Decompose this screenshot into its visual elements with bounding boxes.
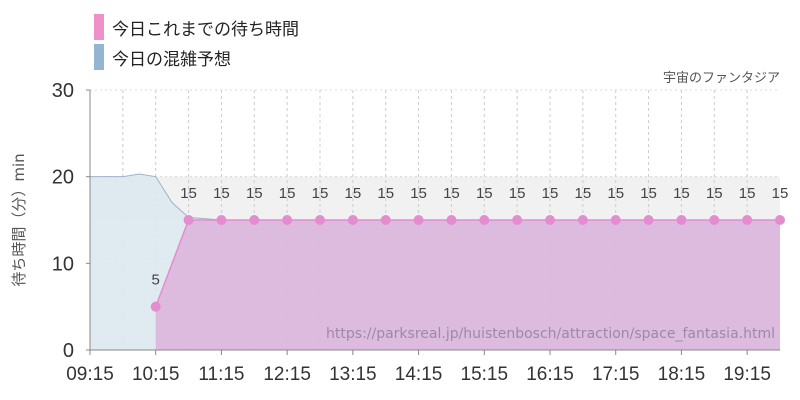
data-point xyxy=(347,215,358,225)
legend-swatch-actual xyxy=(94,14,104,40)
data-label: 15 xyxy=(640,185,657,202)
data-label: 15 xyxy=(443,185,460,202)
data-label: 15 xyxy=(706,185,723,202)
reference-band xyxy=(90,176,780,220)
data-label: 15 xyxy=(345,185,362,202)
data-label: 15 xyxy=(739,185,756,202)
data-label: 15 xyxy=(607,185,624,202)
legend-item-actual: 今日これまでの待ち時間 xyxy=(94,12,299,42)
data-point xyxy=(249,215,260,225)
y-tick-label: 20 xyxy=(52,167,74,189)
data-point xyxy=(183,215,194,225)
actual-line xyxy=(155,219,780,307)
data-point xyxy=(545,215,555,225)
actual-area xyxy=(155,220,780,350)
y-tick-label: 30 xyxy=(52,80,74,102)
data-label: 15 xyxy=(377,185,394,202)
forecast-line xyxy=(90,173,780,221)
x-tick-label: 13:15 xyxy=(329,364,377,385)
x-tick-label: 12:15 xyxy=(263,364,311,385)
data-point xyxy=(446,215,457,225)
data-label: 15 xyxy=(542,185,559,202)
legend-label-actual: 今日これまでの待ち時間 xyxy=(112,19,299,40)
x-tick-label: 17:15 xyxy=(592,364,640,385)
data-point xyxy=(479,215,490,225)
data-label: 15 xyxy=(575,185,592,202)
x-tick-label: 11:15 xyxy=(198,364,244,385)
data-label: 15 xyxy=(772,185,789,202)
y-tick-label: 0 xyxy=(63,340,74,362)
data-point xyxy=(380,215,391,225)
data-point xyxy=(709,215,720,225)
x-tick-label: 09:15 xyxy=(66,364,114,385)
y-tick-label: 10 xyxy=(52,253,74,275)
data-label: 15 xyxy=(213,185,230,202)
legend-label-forecast: 今日の混雑予想 xyxy=(112,49,231,70)
data-point xyxy=(643,215,654,225)
x-tick-label: 14:15 xyxy=(395,364,443,385)
data-point xyxy=(610,215,621,225)
x-tick-label: 15:15 xyxy=(461,364,509,385)
watermark-url: https://parksreal.jp/huistenbosch/attrac… xyxy=(326,326,775,342)
y-axis-title: 待ち時間（分）min xyxy=(10,153,28,286)
data-point xyxy=(315,215,325,225)
data-point xyxy=(512,215,523,225)
data-point xyxy=(150,301,161,312)
data-point xyxy=(282,215,293,225)
x-tick-label: 10:15 xyxy=(132,364,180,385)
legend: 今日これまでの待ち時間 今日の混雑予想 xyxy=(94,12,299,72)
attraction-label: 宇宙のファンタジア xyxy=(663,71,780,86)
data-point xyxy=(676,215,687,225)
x-tick-label: 16:15 xyxy=(526,364,574,385)
legend-swatch-forecast xyxy=(94,44,104,70)
data-label: 15 xyxy=(673,185,690,202)
data-point xyxy=(775,215,785,225)
data-label: 15 xyxy=(246,185,263,202)
data-label: 15 xyxy=(476,185,493,202)
x-tick-label: 18:15 xyxy=(658,364,706,385)
data-label: 15 xyxy=(279,185,296,202)
data-point xyxy=(216,215,227,225)
data-label: 15 xyxy=(509,185,526,202)
data-point xyxy=(742,215,753,225)
legend-item-forecast: 今日の混雑予想 xyxy=(94,42,299,72)
data-point xyxy=(577,215,588,225)
x-tick-label: 19:15 xyxy=(723,364,771,385)
data-point xyxy=(413,215,424,225)
data-label: 5 xyxy=(152,272,160,289)
data-label: 15 xyxy=(180,185,197,202)
data-label: 15 xyxy=(312,185,329,202)
data-label: 15 xyxy=(410,185,427,202)
